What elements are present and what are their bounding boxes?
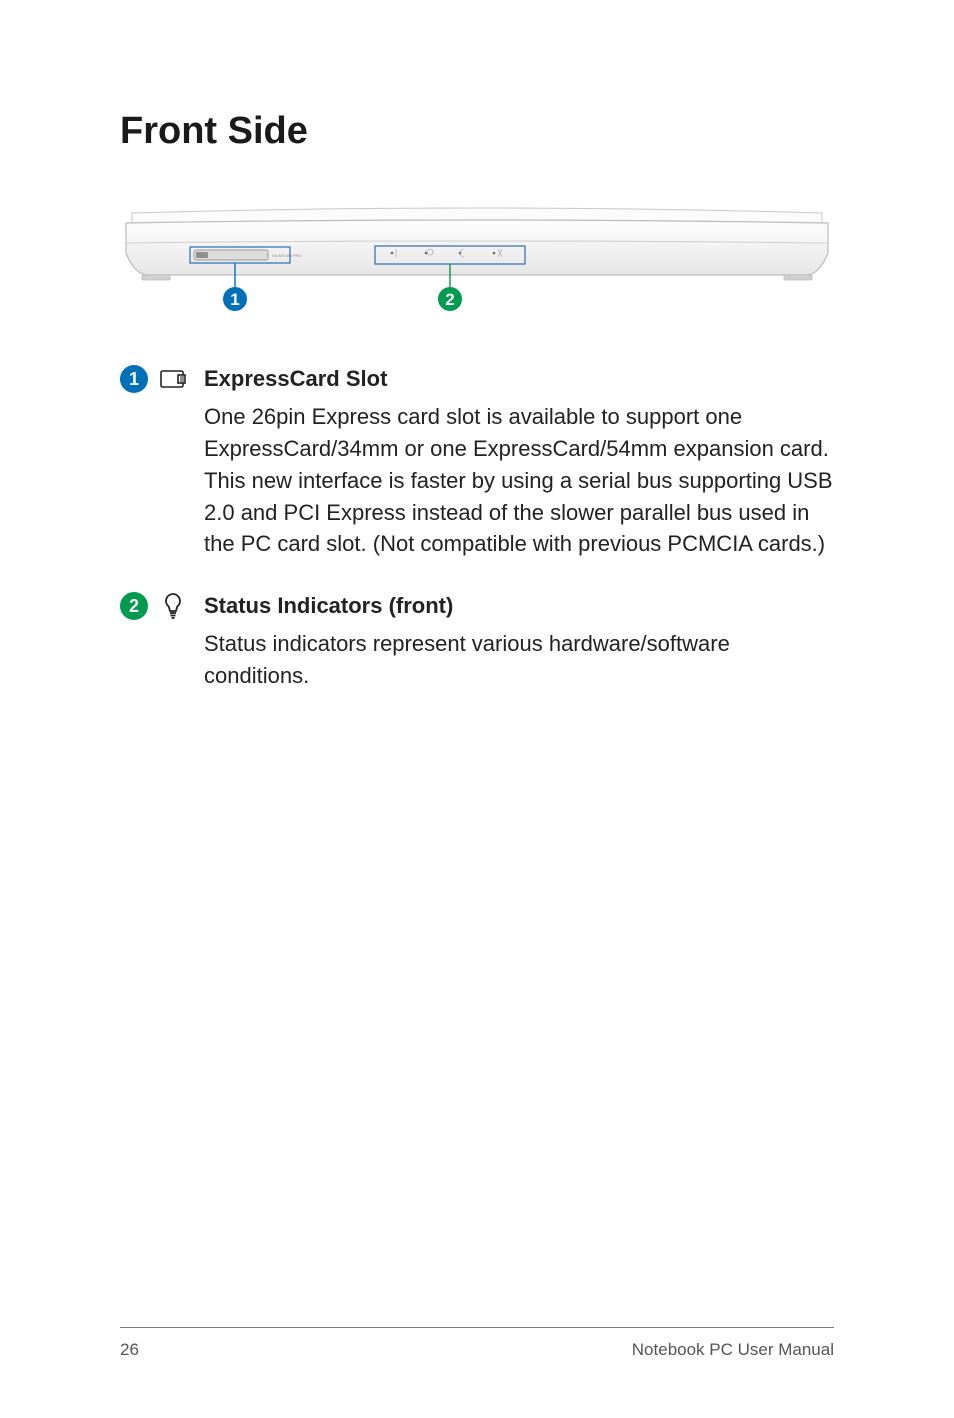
- front-side-diagram: SD.MS.MS PRO 1 2: [120, 203, 834, 323]
- callout-num-2: 2: [445, 290, 454, 309]
- page-number: 26: [120, 1340, 139, 1360]
- item-title-1: ExpressCard Slot: [204, 363, 834, 395]
- item-expresscard: 1 ExpressCard Slot One 26pin Express car…: [120, 363, 834, 560]
- item-num-2: 2: [120, 592, 148, 620]
- page-title: Front Side: [120, 110, 834, 153]
- item-title-2: Status Indicators (front): [204, 590, 834, 622]
- callout-num-1: 1: [230, 290, 239, 309]
- item-status-indicators: 2 Status Indicators (front) Status indic…: [120, 590, 834, 692]
- expresscard-icon: [160, 369, 186, 389]
- footer-divider: [120, 1327, 834, 1328]
- bulb-icon: [160, 596, 186, 616]
- slot-tiny-text: SD.MS.MS PRO: [272, 253, 302, 258]
- item-num-1: 1: [120, 365, 148, 393]
- item-text-1: One 26pin Express card slot is available…: [204, 401, 834, 560]
- item-text-2: Status indicators represent various hard…: [204, 628, 834, 692]
- footer-label: Notebook PC User Manual: [632, 1340, 834, 1360]
